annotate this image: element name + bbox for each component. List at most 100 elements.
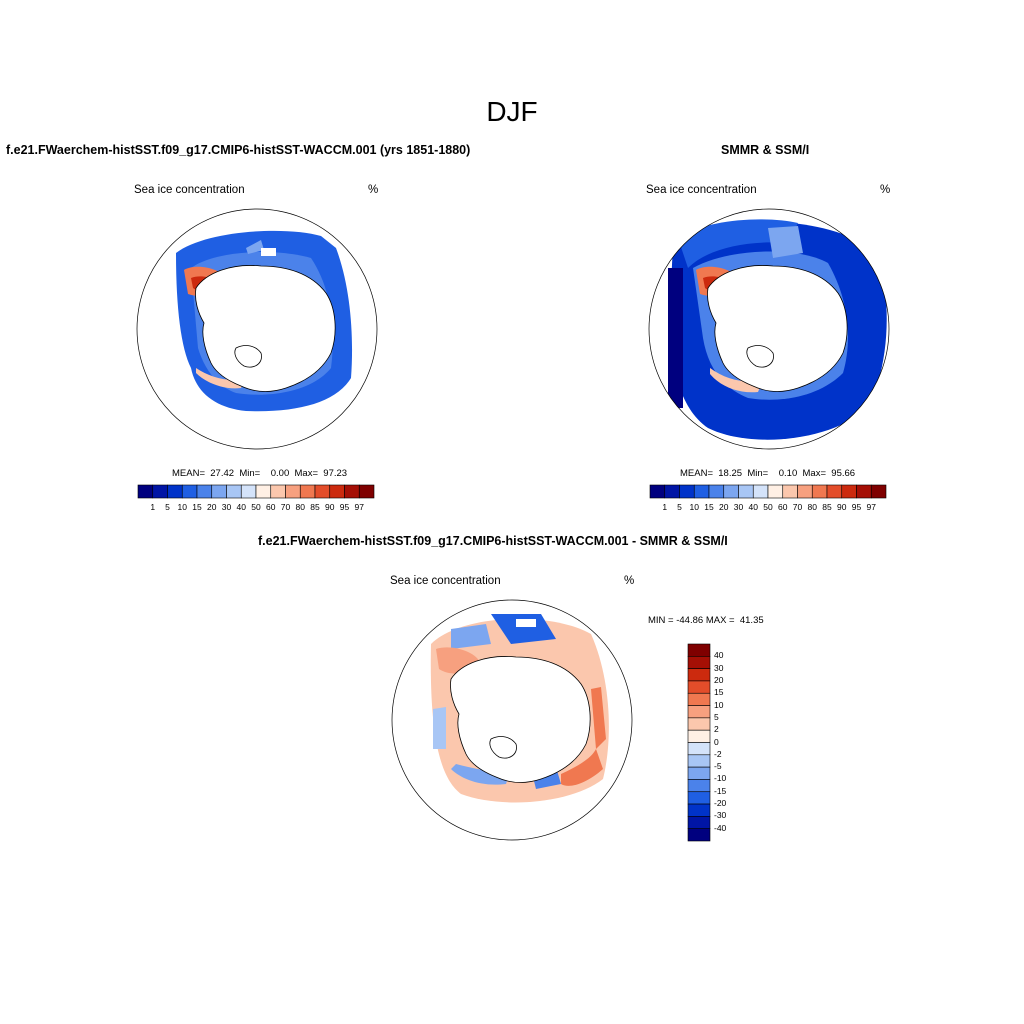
colorbar-tick-label: 40 (714, 650, 724, 661)
colorbar-tick-label: 2 (714, 724, 719, 735)
colorbar-swatch (738, 484, 754, 499)
colorbar-swatch (299, 484, 316, 499)
colorbar-tick-label: 60 (266, 502, 276, 512)
colorbar-swatch (211, 484, 227, 499)
colorbar-swatch (797, 484, 813, 499)
colorbar-tick-label: 30 (733, 502, 744, 512)
colorbar-swatch (856, 484, 872, 499)
colorbar-tick-label: 1 (150, 502, 156, 512)
colorbar-tick-label: 15 (192, 502, 202, 512)
colorbar-tick-label: -10 (714, 773, 727, 784)
panel-2-stats: MEAN= 18.25 Min= 0.10 Max= 95.66 (680, 468, 856, 479)
colorbar-tick-label: 50 (251, 502, 261, 512)
colorbar-tick-label: -40 (714, 822, 727, 833)
colorbar-swatch (723, 484, 739, 499)
colorbar-tick-label: 15 (704, 502, 714, 512)
colorbar-tick-label: 10 (689, 502, 699, 512)
colorbar-swatch (708, 484, 725, 499)
colorbar-swatch (314, 484, 331, 499)
colorbar-swatch (841, 484, 857, 499)
colorbar-tick-label: 80 (807, 502, 817, 512)
colorbar-swatch (344, 484, 360, 499)
colorbar-tick-label: 80 (295, 502, 305, 512)
colorbar-swatch (870, 484, 887, 499)
colorbar-tick-label: 5 (714, 711, 719, 722)
figure-title: DJF (486, 96, 538, 127)
panel-1-title: f.e21.FWaerchem-histSST.f09_g17.CMIP6-hi… (6, 143, 471, 157)
colorbar-tick-label: 40 (748, 502, 758, 512)
colorbar-swatch (181, 484, 198, 499)
colorbar-tick-label: 15 (714, 687, 724, 698)
colorbar-tick-label: -20 (714, 798, 727, 809)
panel-2-colorbar (649, 484, 887, 499)
panel-2-colorbar-labels: 1 5 10 15 20 30 40 50 60 70 80 85 90 95 97 (650, 502, 886, 514)
panel-3-colorbar (687, 643, 711, 842)
colorbar-tick-label: 95 (851, 502, 862, 512)
panel-3-stats: MIN = -44.86 MAX = 41.35 (648, 615, 764, 626)
colorbar-tick-label: 97 (866, 502, 876, 512)
colorbar-tick-label: 90 (325, 502, 335, 512)
colorbar-swatch (152, 484, 168, 499)
colorbar-swatch (767, 484, 784, 499)
colorbar-swatch (782, 484, 798, 499)
panel-3-left-label: Sea ice concentration (390, 575, 501, 587)
panel-1-left-label: Sea ice concentration (134, 184, 245, 196)
colorbar-swatch (693, 484, 710, 499)
colorbar-tick-label: -15 (714, 785, 727, 796)
colorbar-swatch (226, 484, 242, 499)
colorbar-swatch (270, 484, 286, 499)
colorbar-tick-label: 0 (714, 736, 719, 747)
colorbar-swatch (664, 484, 680, 499)
colorbar-tick-label: 95 (339, 502, 350, 512)
colorbar-tick-label: 20 (714, 674, 724, 685)
colorbar-tick-label: 30 (221, 502, 232, 512)
panel-1-colorbar (137, 484, 375, 499)
colorbar-tick-label: 50 (763, 502, 773, 512)
colorbar-tick-label: 97 (354, 502, 364, 512)
colorbar-tick-label: -2 (714, 748, 722, 759)
panel-2-title: SMMR & SSM/I (721, 143, 810, 157)
panel-2-map (648, 208, 890, 450)
colorbar-swatch (137, 484, 154, 499)
colorbar-tick-label: 30 (714, 662, 724, 673)
colorbar-tick-label: 10 (714, 699, 724, 710)
colorbar-tick-label: 40 (236, 502, 246, 512)
colorbar-swatch (329, 484, 345, 499)
colorbar-tick-label: -30 (714, 810, 727, 821)
colorbar-swatch (196, 484, 213, 499)
colorbar-tick-label: -5 (714, 761, 722, 772)
panel-1-map (136, 208, 378, 450)
colorbar-tick-label: 5 (677, 502, 682, 512)
panel-3-units: % (624, 575, 635, 587)
colorbar-tick-label: 70 (280, 502, 291, 512)
colorbar-swatch (752, 484, 769, 499)
colorbar-swatch (826, 484, 843, 499)
colorbar-tick-label: 10 (177, 502, 187, 512)
colorbar-tick-label: 5 (165, 502, 170, 512)
colorbar-swatch (687, 828, 711, 842)
colorbar-swatch (358, 484, 375, 499)
panel-1-units: % (368, 184, 379, 196)
colorbar-tick-label: 20 (719, 502, 729, 512)
colorbar-swatch (240, 484, 257, 499)
panel-1-colorbar-labels: 1 5 10 15 20 30 40 50 60 70 80 85 90 95 97 (138, 502, 374, 514)
panel-3-map (391, 599, 633, 841)
colorbar-swatch (255, 484, 272, 499)
colorbar-swatch (285, 484, 301, 499)
colorbar-swatch (679, 484, 695, 499)
panel-1-stats: MEAN= 27.42 Min= 0.00 Max= 97.23 (172, 468, 348, 479)
colorbar-swatch (167, 484, 183, 499)
colorbar-tick-label: 60 (778, 502, 788, 512)
colorbar-swatch (649, 484, 666, 499)
colorbar-tick-label: 70 (792, 502, 803, 512)
panel-2-units: % (880, 184, 891, 196)
colorbar-swatch (811, 484, 828, 499)
colorbar-tick-label: 85 (822, 502, 832, 512)
panel-2-left-label: Sea ice concentration (646, 184, 757, 196)
panel-3-title: f.e21.FWaerchem-histSST.f09_g17.CMIP6-hi… (258, 534, 728, 548)
colorbar-tick-label: 1 (662, 502, 668, 512)
colorbar-tick-label: 20 (207, 502, 217, 512)
panel-3-colorbar-labels: 40 30 20 15 10 5 2 0 -2 -5 -10 -15 -20 -30 -40 (688, 644, 748, 841)
colorbar-tick-label: 90 (837, 502, 847, 512)
colorbar-tick-label: 85 (310, 502, 320, 512)
